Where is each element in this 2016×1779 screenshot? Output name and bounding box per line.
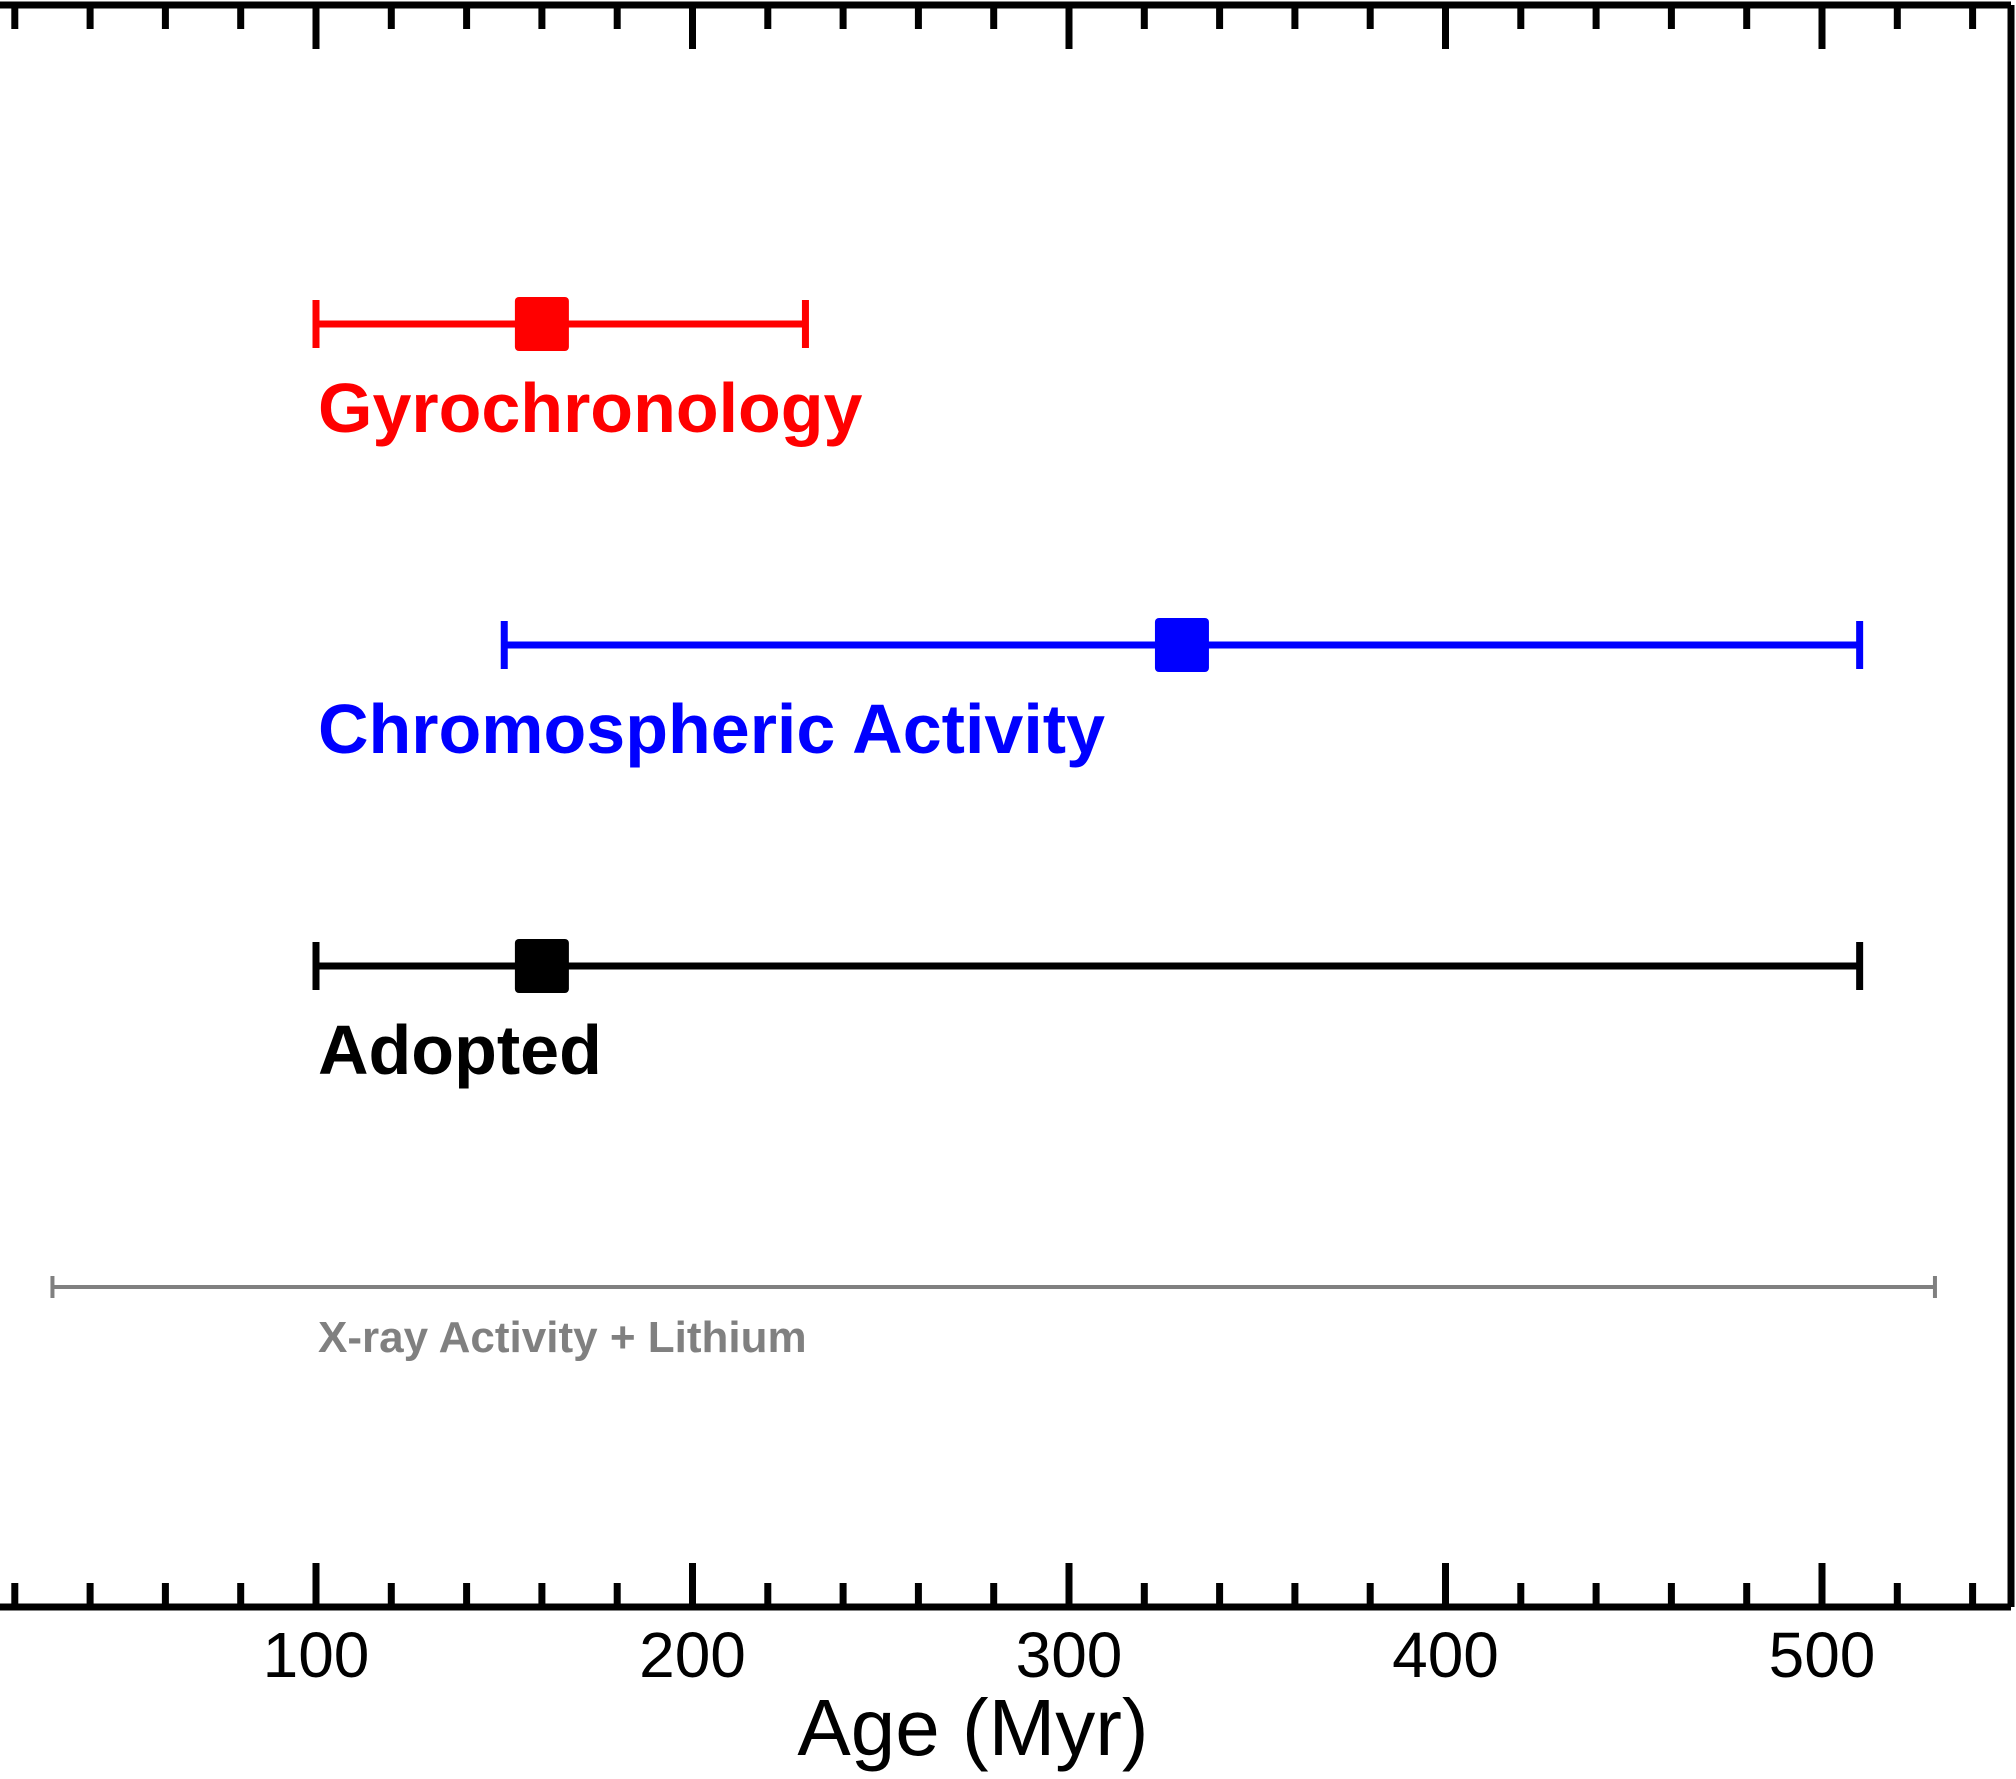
series-label: Chromospheric Activity [318, 690, 1105, 768]
data-point-marker [514, 297, 569, 351]
x-axis-tick-labels: 100 200 300 400 500 [263, 1619, 1876, 1691]
series-0: Gyrochronology [312, 297, 863, 447]
x-tick-label: 200 [639, 1619, 746, 1691]
x-tick-label: 400 [1392, 1619, 1499, 1691]
series-2: Adopted [312, 939, 1864, 1089]
x-axis-ticks [11, 5, 1977, 1607]
data-point-marker [514, 939, 569, 993]
series-1: Chromospheric Activity [318, 618, 1864, 768]
x-tick-label: 500 [1769, 1619, 1876, 1691]
series-label: Gyrochronology [318, 369, 863, 447]
series-label: Adopted [318, 1011, 602, 1089]
x-tick-label: 300 [1016, 1619, 1123, 1691]
series-group: Gyrochronology Chromospheric Activity Adop… [50, 297, 1937, 1362]
x-axis-title: Age (Myr) [797, 1683, 1148, 1772]
series-3: X-ray Activity + Lithium [50, 1276, 1937, 1362]
plot-frame [0, 1, 2015, 1611]
series-label: X-ray Activity + Lithium [318, 1313, 807, 1362]
data-point-marker [1154, 618, 1209, 672]
x-tick-label: 100 [263, 1619, 370, 1691]
